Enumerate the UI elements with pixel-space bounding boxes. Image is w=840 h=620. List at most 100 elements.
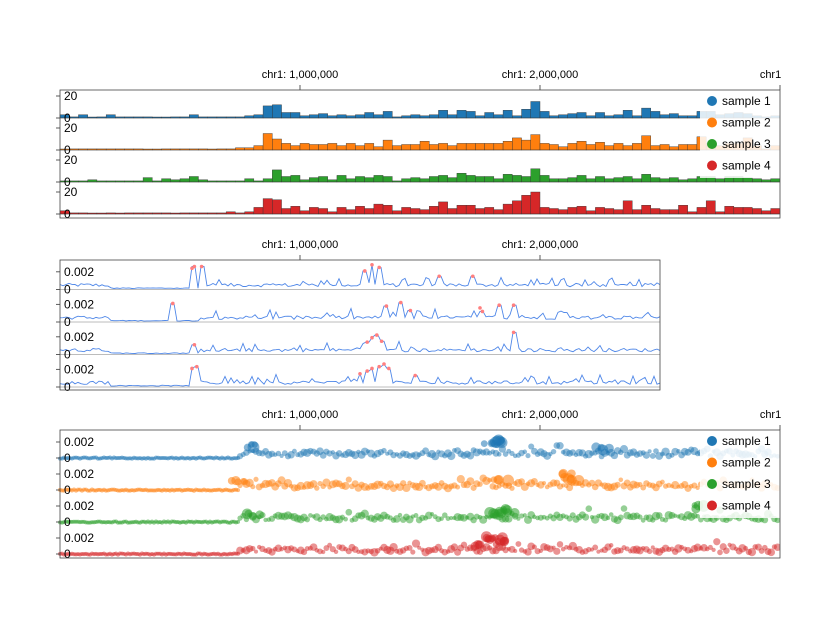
- scatter-point: [773, 543, 780, 552]
- scatter-point: [419, 479, 426, 487]
- panel-frame: [59, 429, 781, 559]
- bar: [678, 144, 688, 151]
- peak-point: [511, 330, 516, 335]
- bar: [142, 177, 153, 183]
- scatter-point: [466, 451, 475, 460]
- bar: [678, 204, 688, 215]
- legend-label: sample 4: [722, 159, 771, 173]
- bar: [650, 145, 661, 151]
- bar: [465, 143, 476, 151]
- scatter-point: [456, 475, 465, 484]
- bar: [456, 172, 467, 183]
- bar: [189, 114, 199, 119]
- bar: [687, 211, 698, 215]
- bar: [447, 208, 458, 215]
- peak-point: [365, 340, 370, 344]
- bar: [373, 146, 384, 151]
- bar: [530, 134, 541, 151]
- scatter-point: [541, 481, 547, 486]
- scatter-point: [653, 448, 659, 454]
- scatter-point: [592, 544, 599, 551]
- bar: [253, 207, 264, 215]
- peak-point: [171, 301, 175, 306]
- y-tick-label: 0: [64, 547, 71, 561]
- bar: [622, 176, 633, 183]
- scatter-point: [608, 543, 614, 548]
- bar: [281, 208, 291, 215]
- bar: [558, 146, 568, 151]
- scatter-point: [713, 538, 721, 546]
- scatter-point: [480, 440, 488, 447]
- bar: [595, 207, 605, 215]
- bar: [512, 200, 522, 215]
- bar: [539, 175, 550, 183]
- bar: [336, 145, 347, 151]
- bar: [502, 203, 513, 215]
- bar: [465, 111, 476, 119]
- y-tick-label: 0.002: [64, 499, 94, 513]
- scatter-point: [605, 515, 611, 521]
- bar: [687, 178, 698, 183]
- bar: [539, 111, 550, 119]
- scatter-point: [345, 508, 353, 516]
- bar: [659, 144, 670, 151]
- scatter-point: [530, 478, 538, 485]
- bar: [327, 179, 338, 183]
- y-tick-label: 0: [64, 380, 71, 394]
- peak-point: [192, 342, 197, 347]
- bar: [585, 144, 596, 151]
- bar: [327, 115, 338, 119]
- bar: [595, 112, 605, 119]
- scatter-point: [767, 548, 776, 557]
- scatter-point: [522, 449, 528, 455]
- bar: [595, 176, 605, 183]
- signal-line: [59, 331, 660, 355]
- scatter-point: [660, 479, 665, 485]
- peak-point: [437, 274, 442, 279]
- scatter-point: [561, 483, 566, 488]
- scatter-point: [566, 474, 575, 483]
- bar: [770, 178, 780, 183]
- scatter-point: [460, 513, 468, 522]
- bar: [632, 209, 642, 215]
- scatter-point: [291, 448, 297, 454]
- bar: [604, 115, 615, 119]
- scatter-point: [345, 476, 352, 483]
- bar: [632, 143, 642, 151]
- bar: [309, 144, 319, 151]
- bar: [336, 114, 347, 119]
- scatter-point: [477, 481, 483, 487]
- bar: [502, 110, 513, 119]
- scatter-point: [466, 477, 475, 486]
- scatter-point: [698, 516, 704, 523]
- bar: [465, 175, 476, 183]
- scatter-point: [647, 449, 652, 454]
- bar: [678, 115, 688, 119]
- bar: [244, 178, 255, 183]
- y-tick-label: 0.002: [64, 467, 94, 481]
- bar: [438, 201, 448, 215]
- y-tick-label: 20: [64, 153, 78, 167]
- peak-point: [192, 264, 197, 269]
- scatter-point: [277, 476, 286, 485]
- scatter-point: [439, 516, 444, 521]
- y-tick-label: 0.002: [64, 330, 94, 344]
- bar: [696, 207, 707, 215]
- scatter-point: [774, 517, 780, 524]
- scatter-point: [488, 439, 496, 447]
- bar: [613, 209, 624, 215]
- peak-point: [370, 262, 374, 267]
- bar: [733, 207, 744, 215]
- scatter-point: [550, 448, 557, 455]
- bar: [392, 145, 402, 151]
- scatter-point: [522, 513, 527, 518]
- x-tick-label: chr1: 3,(: [760, 409, 801, 421]
- bar: [604, 178, 615, 183]
- bar: [299, 210, 310, 215]
- bar: [493, 143, 504, 151]
- signal-line: [59, 302, 660, 322]
- bar: [715, 178, 725, 183]
- peak-point: [377, 364, 382, 369]
- scatter-point: [553, 547, 561, 555]
